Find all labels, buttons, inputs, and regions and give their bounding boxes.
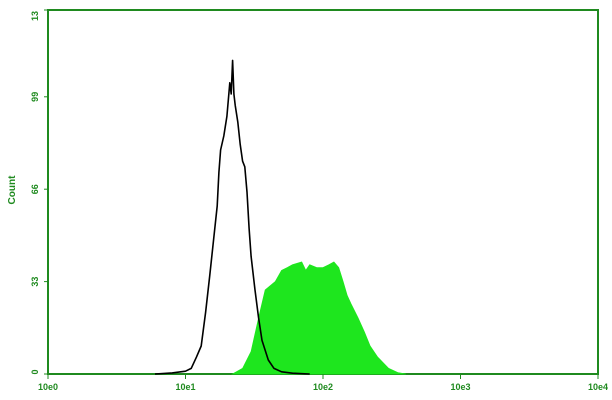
x-tick-label: 10e0 bbox=[38, 382, 58, 392]
y-tick-label: 99 bbox=[30, 92, 40, 102]
y-tick-label: 13 bbox=[30, 11, 40, 21]
y-axis-title: Count bbox=[7, 175, 18, 205]
axes-layer: 10e0 10e1 10e2 10e3 10e4 0 33 66 99 13 bbox=[30, 9, 608, 392]
y-tick-label: 0 bbox=[30, 369, 40, 374]
x-tick-label: 10e1 bbox=[175, 382, 195, 392]
y-tick-label: 33 bbox=[30, 277, 40, 287]
series-outline-histogram bbox=[154, 59, 310, 375]
y-tick-label: 66 bbox=[30, 184, 40, 194]
x-tick-label: 10e2 bbox=[313, 382, 333, 392]
x-tick-label: 10e4 bbox=[588, 382, 608, 392]
x-tick-label: 10e3 bbox=[450, 382, 470, 392]
series-layer bbox=[154, 59, 406, 375]
series-filled-histogram bbox=[231, 261, 406, 375]
